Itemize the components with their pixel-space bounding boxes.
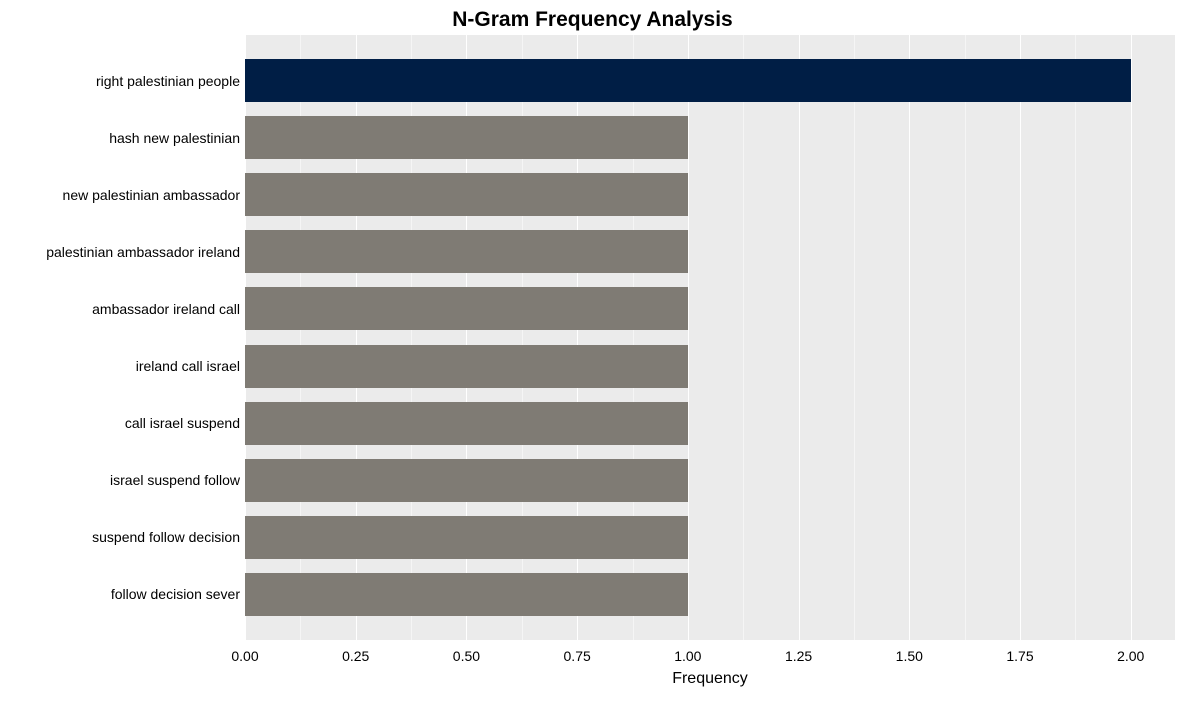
- y-tick-label: call israel suspend: [125, 415, 240, 431]
- bar: [245, 573, 688, 616]
- chart-title: N-Gram Frequency Analysis: [0, 8, 1185, 32]
- y-tick-label: new palestinian ambassador: [63, 187, 240, 203]
- bar: [245, 287, 688, 330]
- bar: [245, 516, 688, 559]
- chart-container: N-Gram Frequency Analysis Frequency 0.00…: [0, 0, 1185, 701]
- x-tick-label: 1.00: [674, 648, 701, 664]
- plot-area: [245, 35, 1175, 640]
- y-tick-label: follow decision sever: [111, 586, 240, 602]
- bar: [245, 59, 1131, 102]
- y-tick-label: ireland call israel: [136, 358, 240, 374]
- y-tick-label: ambassador ireland call: [92, 301, 240, 317]
- bar: [245, 230, 688, 273]
- bar: [245, 116, 688, 159]
- x-tick-label: 0.00: [231, 648, 258, 664]
- y-tick-label: israel suspend follow: [110, 472, 240, 488]
- x-tick-label: 2.00: [1117, 648, 1144, 664]
- x-tick-label: 1.25: [785, 648, 812, 664]
- y-tick-label: suspend follow decision: [92, 529, 240, 545]
- x-tick-label: 1.75: [1006, 648, 1033, 664]
- y-tick-label: right palestinian people: [96, 73, 240, 89]
- x-tick-label: 1.50: [896, 648, 923, 664]
- x-tick-label: 0.75: [564, 648, 591, 664]
- x-tick-label: 0.25: [342, 648, 369, 664]
- bar: [245, 459, 688, 502]
- x-axis-title: Frequency: [245, 670, 1175, 688]
- bar: [245, 402, 688, 445]
- y-tick-label: hash new palestinian: [109, 130, 240, 146]
- x-tick-label: 0.50: [453, 648, 480, 664]
- bar: [245, 345, 688, 388]
- y-tick-label: palestinian ambassador ireland: [46, 244, 240, 260]
- bar: [245, 173, 688, 216]
